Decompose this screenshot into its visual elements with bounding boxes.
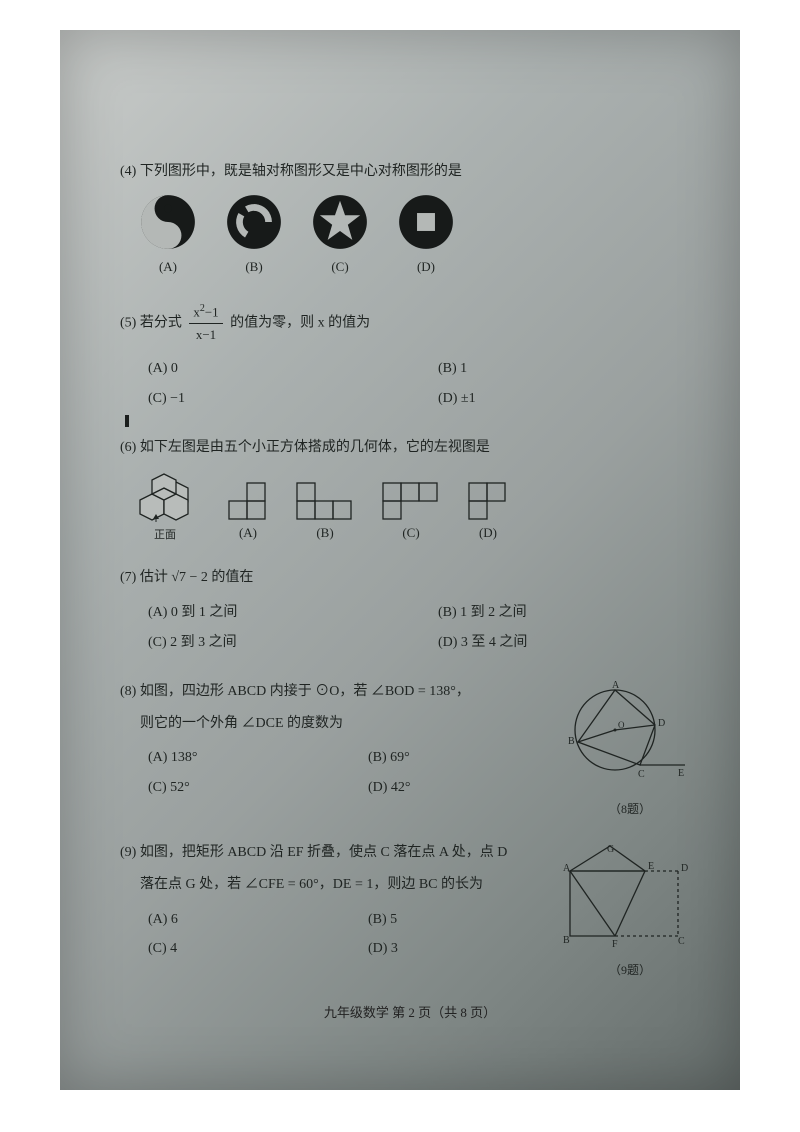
exam-paper: (4) 下列图形中，既是轴对称图形又是中心对称图形的是 (A)	[60, 30, 740, 1090]
page-footer: 九年级数学 第 2 页（共 8 页）	[120, 1002, 700, 1021]
q6-stem: (6) 如下左图是由五个小正方体搭成的几何体，它的左视图是	[120, 436, 700, 460]
svg-text:B: B	[563, 935, 570, 946]
q4-label-C: (C)	[331, 256, 348, 278]
question-6: (6) 如下左图是由五个小正方体搭成的几何体，它的左视图是	[120, 436, 700, 544]
q4-option-D: (D)	[398, 194, 454, 278]
star-circle-icon	[312, 194, 368, 250]
q6-views: 正面 (A)	[130, 470, 700, 545]
svg-text:A: A	[563, 863, 571, 874]
q8-caption: （8题）	[560, 799, 700, 819]
q5-numerator: x2−1	[189, 300, 222, 324]
q9-caption: （9题）	[560, 960, 700, 980]
q4-option-A: (A)	[140, 194, 196, 278]
view-D-icon	[468, 482, 508, 522]
edge-marker	[125, 415, 129, 427]
q5-opt-C: (C) −1	[120, 384, 410, 414]
svg-text:E: E	[678, 768, 684, 779]
q4-label-A: (A)	[159, 256, 177, 278]
q4-option-B: (B)	[226, 194, 282, 278]
view-C-icon	[382, 482, 440, 522]
q8-figure: A D O C B E （8题）	[560, 680, 700, 819]
q9-body: (9) 如图，把矩形 ABCD 沿 EF 折叠，使点 C 落在点 A 处，点 D…	[120, 841, 560, 980]
recycle-circle-icon	[226, 194, 282, 250]
q7-stem: (7) 估计 √7 − 2 的值在	[120, 566, 700, 590]
view-B-icon	[296, 482, 354, 522]
q6-front-label: 正面	[154, 526, 176, 545]
q5-opt-A: (A) 0	[120, 354, 410, 384]
svg-text:A: A	[612, 680, 620, 691]
q6-view-D: (D)	[468, 482, 508, 544]
q5-stem: (5) 若分式 x2−1 x−1 的值为零，则 x 的值为	[120, 300, 700, 347]
q8-stem1: (8) 如图，四边形 ABCD 内接于 ⊙O，若 ∠BOD = 138°，	[120, 680, 560, 704]
q4-option-C: (C)	[312, 194, 368, 278]
question-9: (9) 如图，把矩形 ABCD 沿 EF 折叠，使点 C 落在点 A 处，点 D…	[120, 841, 700, 980]
q4-label-B: (B)	[245, 256, 262, 278]
q6-view-B: (B)	[296, 482, 354, 544]
q6-label-D: (D)	[479, 522, 497, 544]
q6-label-C: (C)	[402, 522, 419, 544]
svg-text:C: C	[678, 936, 685, 947]
q9-opt-D: (D) 3	[340, 934, 560, 964]
square-hole-coin-icon	[398, 194, 454, 250]
q9-opt-A: (A) 6	[120, 905, 340, 935]
q5-opt-B: (B) 1	[410, 354, 700, 384]
q6-view-C: (C)	[382, 482, 440, 544]
q9-figure: A B C D E F G （9题）	[560, 841, 700, 980]
circle-quadrilateral-icon: A D O C B E	[560, 680, 690, 790]
question-7: (7) 估计 √7 − 2 的值在 (A) 0 到 1 之间 (B) 1 到 2…	[120, 566, 700, 657]
svg-text:O: O	[618, 720, 625, 730]
q5-stem-prefix: (5) 若分式	[120, 315, 182, 330]
q8-options: (A) 138° (B) 69° (C) 52° (D) 42°	[120, 743, 560, 803]
q6-view-A: (A)	[228, 482, 268, 544]
q9-opt-B: (B) 5	[340, 905, 560, 935]
q9-options: (A) 6 (B) 5 (C) 4 (D) 3	[120, 905, 560, 965]
question-4: (4) 下列图形中，既是轴对称图形又是中心对称图形的是 (A)	[120, 160, 700, 278]
q8-opt-D: (D) 42°	[340, 773, 560, 803]
q5-opt-D: (D) ±1	[410, 384, 700, 414]
q8-body: (8) 如图，四边形 ABCD 内接于 ⊙O，若 ∠BOD = 138°， 则它…	[120, 680, 560, 819]
q5-options: (A) 0 (B) 1 (C) −1 (D) ±1	[120, 354, 700, 414]
q5-stem-suffix: 的值为零，则 x 的值为	[230, 315, 370, 330]
q5-fraction: x2−1 x−1	[189, 300, 222, 347]
q4-label-D: (D)	[417, 256, 435, 278]
q8-opt-A: (A) 138°	[120, 743, 340, 773]
svg-text:G: G	[607, 844, 614, 855]
svg-text:B: B	[568, 736, 575, 747]
q8-opt-C: (C) 52°	[120, 773, 340, 803]
question-5: (5) 若分式 x2−1 x−1 的值为零，则 x 的值为 (A) 0 (B) …	[120, 300, 700, 414]
rectangle-fold-icon: A B C D E F G	[560, 841, 690, 951]
q5-denominator: x−1	[189, 324, 222, 346]
svg-text:E: E	[648, 861, 654, 872]
q9-stem1: (9) 如图，把矩形 ABCD 沿 EF 折叠，使点 C 落在点 A 处，点 D	[120, 841, 560, 865]
q7-options: (A) 0 到 1 之间 (B) 1 到 2 之间 (C) 2 到 3 之间 (…	[120, 598, 700, 658]
isometric-solid-icon	[130, 470, 200, 526]
svg-text:D: D	[681, 863, 688, 874]
q6-label-A: (A)	[239, 522, 257, 544]
q9-stem2: 落在点 G 处，若 ∠CFE = 60°，DE = 1，则边 BC 的长为	[120, 873, 560, 897]
svg-text:D: D	[658, 718, 665, 729]
q7-opt-C: (C) 2 到 3 之间	[120, 628, 410, 658]
q7-opt-D: (D) 3 至 4 之间	[410, 628, 700, 658]
q6-label-B: (B)	[316, 522, 333, 544]
q6-solid: 正面	[130, 470, 200, 545]
view-A-icon	[228, 482, 268, 522]
q4-stem: (4) 下列图形中，既是轴对称图形又是中心对称图形的是	[120, 160, 700, 184]
question-8: (8) 如图，四边形 ABCD 内接于 ⊙O，若 ∠BOD = 138°， 则它…	[120, 680, 700, 819]
svg-text:C: C	[638, 769, 645, 780]
q4-icons: (A) (B) (C)	[140, 194, 700, 278]
q8-stem2: 则它的一个外角 ∠DCE 的度数为	[120, 712, 560, 736]
q8-opt-B: (B) 69°	[340, 743, 560, 773]
q7-opt-B: (B) 1 到 2 之间	[410, 598, 700, 628]
svg-text:F: F	[612, 939, 618, 950]
q9-opt-C: (C) 4	[120, 934, 340, 964]
q7-opt-A: (A) 0 到 1 之间	[120, 598, 410, 628]
yin-yang-icon	[140, 194, 196, 250]
